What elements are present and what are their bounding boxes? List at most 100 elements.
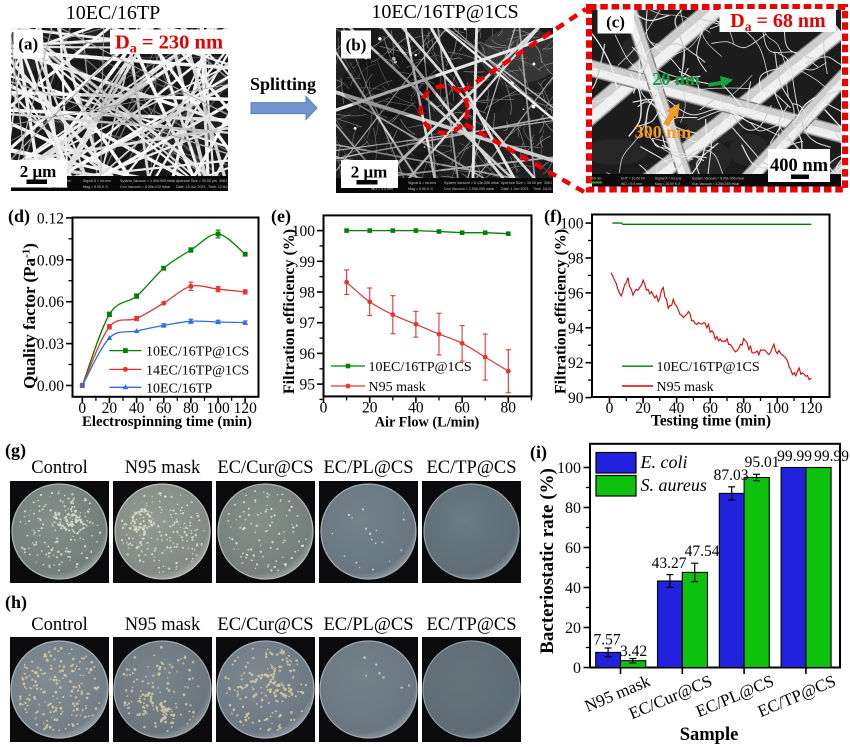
svg-text:Date: 15 Jun 2023: Date: 15 Jun 2023 bbox=[176, 185, 205, 189]
svg-text:96: 96 bbox=[300, 346, 316, 363]
svg-text:80: 80 bbox=[736, 400, 752, 417]
svg-text:60: 60 bbox=[156, 400, 172, 417]
svg-text:10EC/16TP@1CS: 10EC/16TP@1CS bbox=[371, 1, 518, 23]
svg-text:System Vacuum = 1.40e-005 mbar: System Vacuum = 1.40e-005 mbar bbox=[120, 179, 176, 183]
svg-text:96: 96 bbox=[568, 285, 584, 302]
svg-text:200 nm: 200 nm bbox=[590, 177, 601, 181]
svg-text:Signal A = InLens: Signal A = InLens bbox=[408, 181, 436, 185]
svg-text:Bacteriostatic rate (%): Bacteriostatic rate (%) bbox=[537, 468, 558, 654]
svg-text:0.09: 0.09 bbox=[37, 252, 64, 269]
svg-text:100: 100 bbox=[766, 400, 790, 417]
svg-text:0: 0 bbox=[320, 399, 328, 416]
svg-text:(g): (g) bbox=[5, 440, 26, 461]
svg-text:Control: Control bbox=[31, 458, 88, 478]
svg-text:60: 60 bbox=[454, 399, 470, 416]
svg-text:EC/Cur@CS: EC/Cur@CS bbox=[217, 458, 313, 478]
svg-text:Electrospinning time (min): Electrospinning time (min) bbox=[82, 414, 252, 430]
svg-text:(i): (i) bbox=[530, 442, 547, 463]
svg-text:(d): (d) bbox=[8, 206, 30, 227]
svg-text:(b): (b) bbox=[346, 36, 367, 55]
svg-text:10EC/16TP: 10EC/16TP bbox=[66, 2, 160, 24]
svg-text:(f): (f) bbox=[544, 206, 562, 227]
svg-text:40: 40 bbox=[669, 400, 685, 417]
svg-text:98: 98 bbox=[568, 251, 584, 268]
svg-text:Gun Vacuum = 8.00e-010 mbar: Gun Vacuum = 8.00e-010 mbar bbox=[120, 185, 171, 189]
svg-text:10EC/16TP@1CS: 10EC/16TP@1CS bbox=[146, 345, 249, 360]
svg-text:40: 40 bbox=[408, 399, 424, 416]
svg-text:47.54: 47.54 bbox=[685, 543, 720, 560]
svg-text:Control: Control bbox=[31, 615, 88, 635]
svg-text:0.00: 0.00 bbox=[37, 378, 64, 395]
svg-text:0.03: 0.03 bbox=[37, 336, 64, 353]
svg-text:20: 20 bbox=[102, 400, 118, 417]
svg-text:10EC/16TP: 10EC/16TP bbox=[146, 381, 212, 396]
svg-text:60: 60 bbox=[702, 400, 718, 417]
svg-text:N95 mask: N95 mask bbox=[657, 380, 714, 395]
svg-text:Sample: Sample bbox=[680, 725, 739, 745]
svg-text:Gun Vacuum = 2.53e-009 mbar: Gun Vacuum = 2.53e-009 mbar bbox=[444, 187, 495, 191]
svg-text:0: 0 bbox=[606, 400, 614, 417]
svg-text:Time: 16:21:07: Time: 16:21:07 bbox=[533, 187, 557, 191]
svg-text:Aperture Size = 30.00 μm: Aperture Size = 30.00 μm bbox=[176, 179, 217, 183]
svg-text:Da = 68 nm: Da = 68 nm bbox=[730, 10, 826, 34]
svg-text:97: 97 bbox=[300, 315, 316, 332]
svg-text:Signal A = InLens: Signal A = InLens bbox=[83, 179, 111, 183]
svg-text:Time: 12:54:23: Time: 12:54:23 bbox=[208, 185, 232, 189]
svg-text:400 nm: 400 nm bbox=[770, 156, 829, 176]
svg-text:100: 100 bbox=[292, 223, 316, 240]
svg-text:Mag = 5.00 K X: Mag = 5.00 K X bbox=[408, 187, 433, 191]
svg-text:95: 95 bbox=[300, 377, 316, 394]
svg-text:80: 80 bbox=[501, 399, 517, 416]
svg-text:WD = 9.5 mm: WD = 9.5 mm bbox=[371, 187, 393, 191]
svg-text:20 nm: 20 nm bbox=[652, 69, 700, 89]
svg-text:0.12: 0.12 bbox=[37, 210, 64, 227]
svg-text:120: 120 bbox=[799, 400, 823, 417]
svg-text:Mag = 20.00 K X: Mag = 20.00 K X bbox=[655, 182, 681, 186]
svg-text:94: 94 bbox=[568, 320, 584, 337]
svg-text:EC/PL@CS: EC/PL@CS bbox=[323, 615, 413, 635]
svg-text:Date: 1 Jun 2023: Date: 1 Jun 2023 bbox=[501, 187, 528, 191]
svg-text:99.99: 99.99 bbox=[814, 448, 849, 465]
svg-text:Quality factor (Pa-1): Quality factor (Pa-1) bbox=[20, 243, 39, 389]
svg-text:40: 40 bbox=[565, 580, 581, 597]
svg-text:Filtration efficiency (%): Filtration efficiency (%) bbox=[553, 229, 570, 394]
svg-text:7.57: 7.57 bbox=[593, 632, 620, 649]
svg-text:10EC/16TP@1CS: 10EC/16TP@1CS bbox=[369, 360, 472, 375]
svg-text:Aperture Size = 30.00 μm: Aperture Size = 30.00 μm bbox=[501, 181, 542, 185]
svg-text:EHT = 10.00 kV: EHT = 10.00 kV bbox=[621, 177, 646, 181]
svg-text:2 μm: 2 μm bbox=[20, 162, 57, 181]
svg-text:EC/Cur@CS: EC/Cur@CS bbox=[217, 615, 313, 635]
svg-text:N95 mask: N95 mask bbox=[125, 458, 201, 478]
svg-text:Gun Vacuum = 2.26e-009 mbar: Gun Vacuum = 2.26e-009 mbar bbox=[692, 182, 740, 186]
svg-text:(c): (c) bbox=[606, 13, 625, 32]
svg-text:80: 80 bbox=[183, 400, 199, 417]
svg-text:Da = 230 nm: Da = 230 nm bbox=[115, 32, 223, 57]
svg-text:(a): (a) bbox=[18, 35, 38, 54]
svg-text:WD = 9.5 mm: WD = 9.5 mm bbox=[621, 182, 642, 186]
svg-text:20: 20 bbox=[635, 400, 651, 417]
svg-text:Mag = 5.00 K X: Mag = 5.00 K X bbox=[83, 185, 108, 189]
svg-text:0.06: 0.06 bbox=[37, 294, 64, 311]
svg-text:EC/TP@CS: EC/TP@CS bbox=[426, 458, 516, 478]
svg-text:XMU: XMU bbox=[544, 181, 552, 185]
svg-text:N95 mask: N95 mask bbox=[125, 615, 201, 635]
svg-text:10EC/16TP@1CS: 10EC/16TP@1CS bbox=[657, 360, 760, 375]
svg-text:60: 60 bbox=[565, 540, 581, 557]
svg-text:3.42: 3.42 bbox=[620, 643, 647, 660]
svg-text:Splitting: Splitting bbox=[250, 74, 316, 94]
svg-text:20: 20 bbox=[565, 620, 581, 637]
svg-text:E. coli: E. coli bbox=[640, 452, 688, 472]
svg-text:EC/PL@CS: EC/PL@CS bbox=[323, 458, 413, 478]
svg-text:S. aureus: S. aureus bbox=[641, 475, 707, 495]
svg-text:EC/TP@CS: EC/TP@CS bbox=[426, 615, 516, 635]
svg-text:N95 mask: N95 mask bbox=[369, 380, 426, 395]
svg-text:80: 80 bbox=[565, 500, 581, 517]
svg-text:(h): (h) bbox=[5, 592, 27, 613]
svg-text:System Vacuum = 8.05e-006 mbar: System Vacuum = 8.05e-006 mbar bbox=[692, 177, 745, 181]
svg-text:Testing time (min): Testing time (min) bbox=[651, 413, 771, 430]
svg-text:92: 92 bbox=[568, 355, 584, 372]
svg-text:14EC/16TP@1CS: 14EC/16TP@1CS bbox=[146, 363, 249, 378]
svg-text:99.99: 99.99 bbox=[777, 448, 812, 465]
svg-text:100: 100 bbox=[557, 460, 581, 477]
svg-text:Filtration efficiency (%): Filtration efficiency (%) bbox=[281, 229, 298, 394]
